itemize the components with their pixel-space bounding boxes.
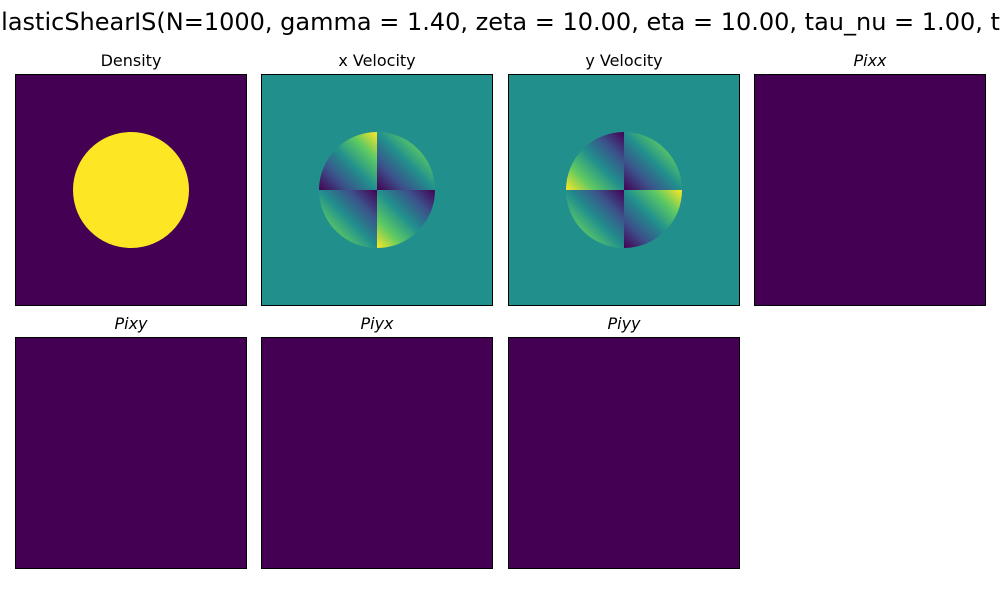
piyy-heatmap — [509, 338, 739, 568]
heatmap-canvas — [15, 74, 247, 306]
velocity-quadrant-1 — [566, 132, 624, 190]
velocity-quadrant-3 — [566, 190, 624, 248]
pixx-heatmap — [755, 75, 985, 305]
panel-title: Piyx — [360, 314, 394, 333]
pixy-heatmap — [16, 338, 246, 568]
heatmap-canvas — [508, 74, 740, 306]
heatmap-background — [262, 338, 492, 568]
panel-title: Pixx — [853, 51, 887, 70]
velocity-quadrant-2 — [624, 132, 682, 190]
heatmap-background — [755, 75, 985, 305]
piyx-heatmap — [262, 338, 492, 568]
velocity-quadrant-4 — [377, 190, 435, 248]
heatmap-background — [16, 338, 246, 568]
heatmap-canvas — [508, 337, 740, 569]
heatmap-canvas — [15, 337, 247, 569]
panel-title: Pixy — [114, 314, 148, 333]
y-velocity-heatmap — [509, 75, 739, 305]
velocity-quadrant-3 — [319, 190, 377, 248]
velocity-quadrant-4 — [624, 190, 682, 248]
heatmap-canvas — [754, 74, 986, 306]
velocity-quadrant-2 — [377, 132, 435, 190]
heatmap-background — [509, 338, 739, 568]
density-disc — [73, 132, 189, 248]
panel-title: Density — [100, 51, 162, 70]
x-velocity-heatmap — [262, 75, 492, 305]
panel-title: Piyy — [607, 314, 641, 333]
velocity-quadrant-1 — [319, 132, 377, 190]
panel-title: x Velocity — [338, 51, 416, 70]
heatmap-canvas — [261, 337, 493, 569]
heatmap-canvas — [261, 74, 493, 306]
panel-title: y Velocity — [585, 51, 663, 70]
figure-title: ElasticShearIS(N=1000, gamma = 1.40, zet… — [0, 8, 1000, 36]
density-heatmap — [16, 75, 246, 305]
